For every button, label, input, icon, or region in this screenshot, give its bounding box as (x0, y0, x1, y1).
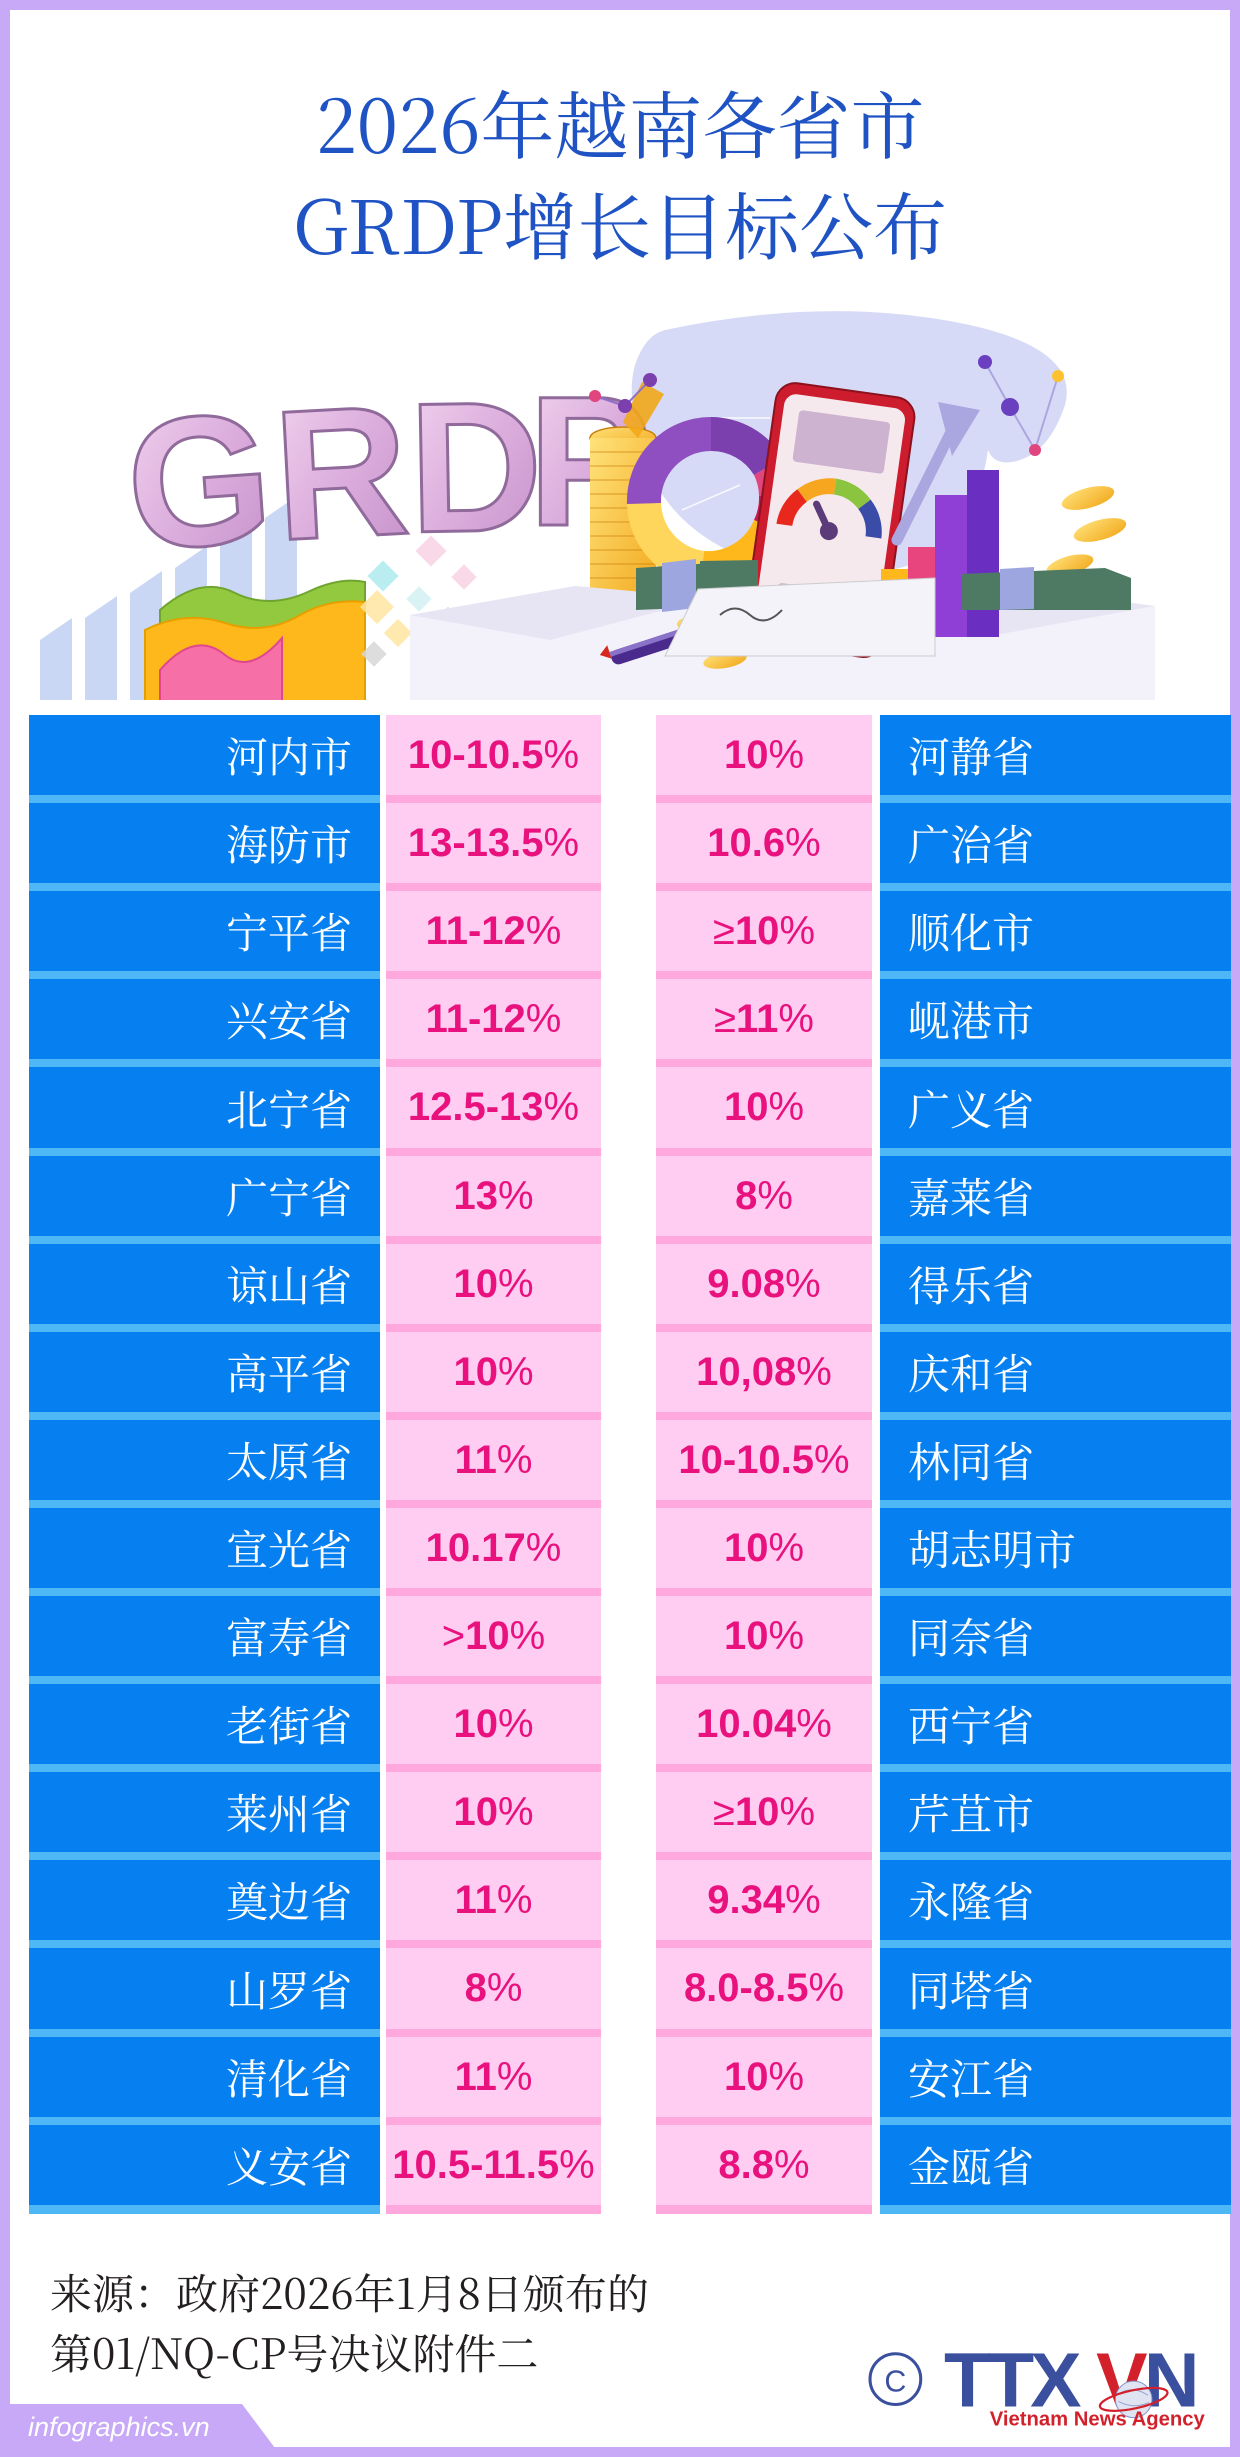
svg-text:C: C (884, 2364, 906, 2398)
svg-text:infographics.vn: infographics.vn (28, 2412, 210, 2442)
svg-text:Vietnam News Agency: Vietnam News Agency (990, 2409, 1206, 2431)
svg-text:G: G (120, 374, 278, 590)
svg-text:R: R (269, 367, 413, 580)
